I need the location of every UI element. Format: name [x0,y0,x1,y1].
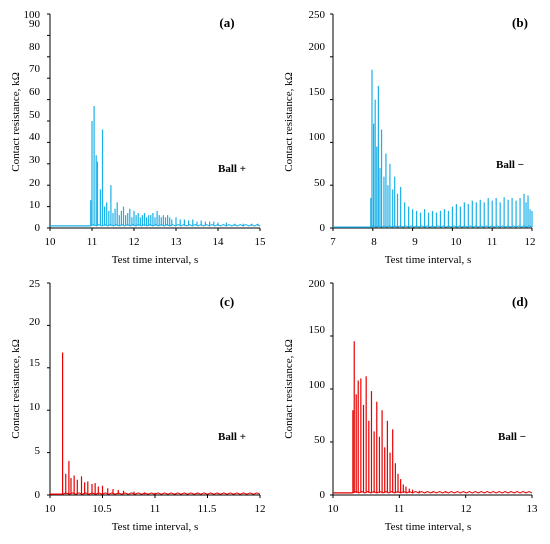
x-tick-label: 11.5 [198,503,217,515]
y-tick-label: 10 [29,199,41,211]
panel-b: 0 50 100 150 200 250 7 8 9 10 11 12 Test… [283,9,536,266]
panel-c: 0 5 10 15 20 25 10 10.5 11 11.5 12 Test … [10,278,266,533]
series-line [90,224,261,227]
plot-area-a [47,13,261,231]
x-tick-label: 12 [129,236,140,248]
y-tick-label: 30 [29,154,41,166]
y-tick-label: 150 [309,324,326,336]
y-axis-title: Contact resistance, kΩ [283,72,295,172]
series-annotation: Ball + [218,431,246,443]
y-tick-label: 90 [29,18,41,30]
y-tick-label: 25 [29,278,41,290]
x-tick-label: 11 [87,236,98,248]
x-tick-label: 10 [45,503,57,515]
series-line [352,491,533,494]
y-tick-label: 10 [29,401,41,413]
x-tick-label: 10 [451,236,463,248]
x-tick-label: 8 [371,236,377,248]
y-tick-label: 50 [314,434,326,446]
x-tick-label: 15 [255,236,267,248]
x-axis-title: Test time interval, s [385,521,472,533]
x-tick-label: 13 [527,503,539,515]
y-tick-label: 80 [29,41,41,53]
y-tick-label: 60 [29,86,41,98]
y-axis-title: Contact resistance, kΩ [283,339,295,439]
y-tick-label: 0 [320,489,326,501]
x-tick-label: 12 [255,503,266,515]
x-tick-label: 10 [45,236,57,248]
axes [49,283,260,496]
panel-a: 0 10 20 30 40 50 60 70 80 90 100 10 11 1… [10,9,266,266]
series-line [62,492,261,495]
x-tick-label: 12 [525,236,536,248]
series-annotation: Ball − [498,431,526,443]
series-annotation: Ball + [218,163,246,175]
y-tick-label: 100 [309,131,326,143]
y-tick-label: 40 [29,131,41,143]
x-tick-label: 11 [487,236,498,248]
y-axis-title: Contact resistance, kΩ [10,339,22,439]
y-tick-label: 15 [29,357,41,369]
x-tick-label: 13 [171,236,183,248]
y-tick-label: 50 [29,109,41,121]
y-tick-label: 250 [309,9,326,21]
plot-area-d [330,282,533,498]
panel-label: (c) [220,294,234,309]
panel-label: (a) [219,15,234,30]
y-tick-label: 70 [29,63,41,75]
plot-area-c [47,282,261,498]
x-tick-label: 10.5 [92,503,112,515]
axes [332,14,532,229]
y-tick-label: 150 [309,86,326,98]
y-tick-label: 0 [320,222,326,234]
x-tick-label: 14 [213,236,225,248]
y-tick-label: 200 [309,278,326,290]
y-tick-label: 50 [314,177,326,189]
y-tick-label: 100 [309,379,326,391]
series-annotation: Ball − [496,159,524,171]
x-tick-label: 10 [328,503,340,515]
y-tick-label: 200 [309,41,326,53]
y-tick-label: 20 [29,316,41,328]
x-axis-title: Test time interval, s [385,254,472,266]
x-tick-label: 11 [150,503,161,515]
plot-area-b [330,13,533,231]
y-tick-label: 5 [35,445,41,457]
x-tick-label: 9 [412,236,418,248]
x-tick-label: 12 [461,503,472,515]
panel-label: (b) [512,15,528,30]
y-tick-label: 0 [35,489,41,501]
x-axis-title: Test time interval, s [112,254,199,266]
y-tick-label: 20 [29,177,41,189]
x-tick-label: 7 [330,236,336,248]
axes [332,283,532,496]
x-tick-label: 11 [394,503,405,515]
x-axis-title: Test time interval, s [112,521,199,533]
panel-d: 0 50 100 150 200 10 11 12 13 Test time i… [283,278,538,533]
y-axis-title: Contact resistance, kΩ [10,72,22,172]
panel-label: (d) [512,294,528,309]
y-tick-label: 100 [24,9,41,21]
axes [49,14,260,229]
series-line [370,225,533,228]
y-tick-label: 0 [35,222,41,234]
